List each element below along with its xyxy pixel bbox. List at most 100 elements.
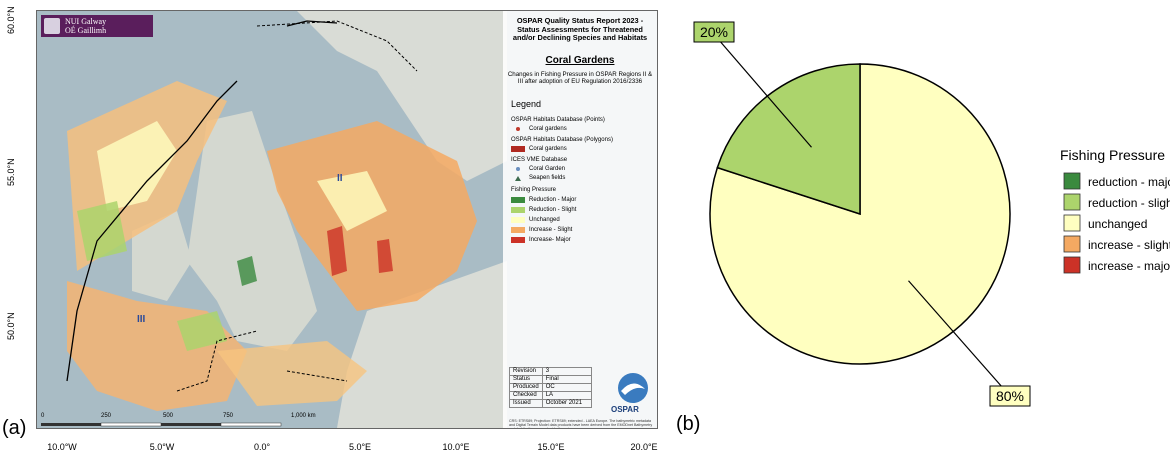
increase-major-area-2	[377, 239, 393, 273]
data-label-leader-line	[711, 31, 812, 148]
table-row: Produced OC	[509, 383, 592, 392]
legend-item-fp2: Reduction - Slight	[511, 207, 576, 213]
fishing-area-celtic-sea	[67, 281, 247, 411]
legend-swatch	[1063, 172, 1081, 190]
reduction-area-3	[237, 256, 257, 286]
pie-legend: Fishing Pressure reduction - major reducti…	[1060, 147, 1170, 274]
scale-segment	[161, 423, 221, 426]
scale-label: 750	[223, 413, 234, 419]
lon-label-5e: 5.0°E	[348, 442, 372, 452]
map-title: OSPAR Quality Status Report 2023 - Statu…	[512, 16, 648, 43]
ospar-logo-icon	[618, 373, 648, 403]
table-row: Issued October 2021	[509, 399, 592, 408]
data-label-box	[989, 385, 1031, 407]
swatch-increase-major	[511, 237, 525, 243]
legend-item-seapen: Seapen fields	[511, 175, 565, 181]
reduction-area	[77, 201, 127, 261]
revision-table: Revision 3 Status Final Produced OC Checked…	[509, 367, 592, 408]
data-label: 80%	[996, 388, 1024, 404]
table-row: Checked LA	[509, 391, 592, 400]
increase-major-area	[327, 226, 347, 276]
ospar-logo-text: OSPAR	[611, 405, 639, 414]
lon-label-10e: 10.0°E	[442, 442, 470, 452]
swatch-reduction-slight	[511, 207, 525, 213]
scale-bar: 0 250 500 750 1,000 km	[41, 413, 341, 427]
legend-heading: Legend	[511, 99, 542, 109]
legend-swatch	[1063, 193, 1081, 211]
logo-line2: OÉ Gaillimh	[65, 26, 107, 35]
red-dot-icon	[516, 127, 520, 131]
triangle-icon	[515, 175, 521, 181]
legend-entry: reduction - slight	[1088, 196, 1170, 210]
lat-label-50n: 50.0°N	[6, 312, 16, 340]
legend-swatch	[1063, 214, 1081, 232]
lat-label-55n: 55.0°N	[6, 158, 16, 186]
lon-label-0: 0.0°	[253, 442, 271, 452]
fishing-pressure-map: 0 250 500 750 1,000 km II III NUI Galway…	[36, 10, 658, 429]
lon-label-10w: 10.0°W	[47, 442, 77, 452]
lon-label-5w: 5.0°W	[149, 442, 175, 452]
region-label-iii: III	[137, 314, 146, 325]
legend-item-coral-polygons: Coral gardens	[511, 146, 567, 152]
legend-item-fp3: Unchanged	[511, 217, 560, 223]
nui-galway-logo: NUI Galway OÉ Gaillimh	[41, 15, 153, 37]
crest-icon	[44, 18, 60, 34]
legend-entry: increase - major	[1088, 259, 1170, 273]
land-continent	[337, 261, 507, 428]
swatch-reduction-major	[511, 197, 525, 203]
legend-swatch	[1063, 256, 1081, 274]
lon-label-15e: 15.0°E	[537, 442, 565, 452]
scale-label: 0	[41, 413, 45, 419]
swatch-unchanged	[511, 217, 525, 223]
logo-line1: NUI Galway	[65, 17, 107, 26]
legend-item-coral-points: Coral gardens	[511, 126, 567, 132]
region-label-ii: II	[337, 173, 343, 184]
legend-section-ices: ICES VME Database	[511, 157, 568, 163]
legend-item-coral-garden: Coral Garden	[511, 166, 565, 172]
land-ireland	[132, 211, 192, 301]
land-britain	[187, 111, 317, 351]
land-scandinavia	[297, 11, 507, 181]
map-habitat-title: Coral Gardens	[545, 55, 615, 66]
legend-section-fishing: Fishing Pressure	[511, 187, 557, 193]
table-row: Revision 3	[509, 367, 592, 376]
legend-entry: reduction - major	[1088, 175, 1170, 189]
fishing-area-channel	[217, 341, 367, 406]
reduction-area-2	[177, 311, 227, 351]
scale-label: 250	[101, 413, 112, 419]
map-subtitle: Changes in Fishing Pressure in OSPAR Reg…	[507, 71, 653, 86]
legend-title: Fishing Pressure	[1060, 147, 1165, 163]
scale-label: 500	[163, 413, 174, 419]
panel-label-a: (a)	[2, 417, 27, 439]
pie-data-labels: 80% 20%	[693, 21, 1031, 407]
map-credits: CRS: ETRS89; Projection: ETRS89; extende…	[509, 419, 653, 428]
unchanged-area	[97, 121, 177, 211]
legend-section-points: OSPAR Habitats Database (Points)	[511, 117, 605, 123]
data-label: 20%	[700, 24, 728, 40]
region-boundary-dashed	[176, 20, 418, 392]
lat-label-60n: 60.0°N	[6, 6, 16, 34]
unchanged-area-2	[317, 171, 387, 231]
polygon-swatch	[511, 146, 525, 152]
table-row: Status Final	[509, 375, 592, 384]
legend-section-polygons: OSPAR Habitats Database (Polygons)	[511, 137, 613, 143]
blue-dot-icon	[516, 167, 520, 171]
legend-item-fp1: Reduction - Major	[511, 197, 576, 203]
scale-label: 1,000 km	[291, 413, 316, 419]
pie-chart: 80% 20% Fishing Pressure reduction - major…	[693, 21, 1170, 407]
panel-label-b: (b)	[676, 413, 701, 435]
legend-item-fp4: Increase - Slight	[511, 227, 572, 233]
legend-item-fp5: Increase- Major	[511, 237, 571, 243]
legend-swatch	[1063, 235, 1081, 253]
data-label-leader-line	[908, 280, 1011, 397]
legend-entry: increase - slight	[1088, 238, 1170, 252]
pie-slices	[709, 63, 1011, 365]
scale-segment	[41, 423, 101, 426]
legend-entry: unchanged	[1088, 217, 1147, 231]
pie-slice-reduction-slight	[716, 63, 861, 216]
lon-label-20e: 20.0°E	[630, 442, 658, 452]
swatch-increase-slight	[511, 227, 525, 233]
data-label-box	[693, 21, 735, 43]
scale-segment	[220, 422, 282, 427]
map-legend-panel: OSPAR Quality Status Report 2023 - Statu…	[503, 11, 657, 428]
